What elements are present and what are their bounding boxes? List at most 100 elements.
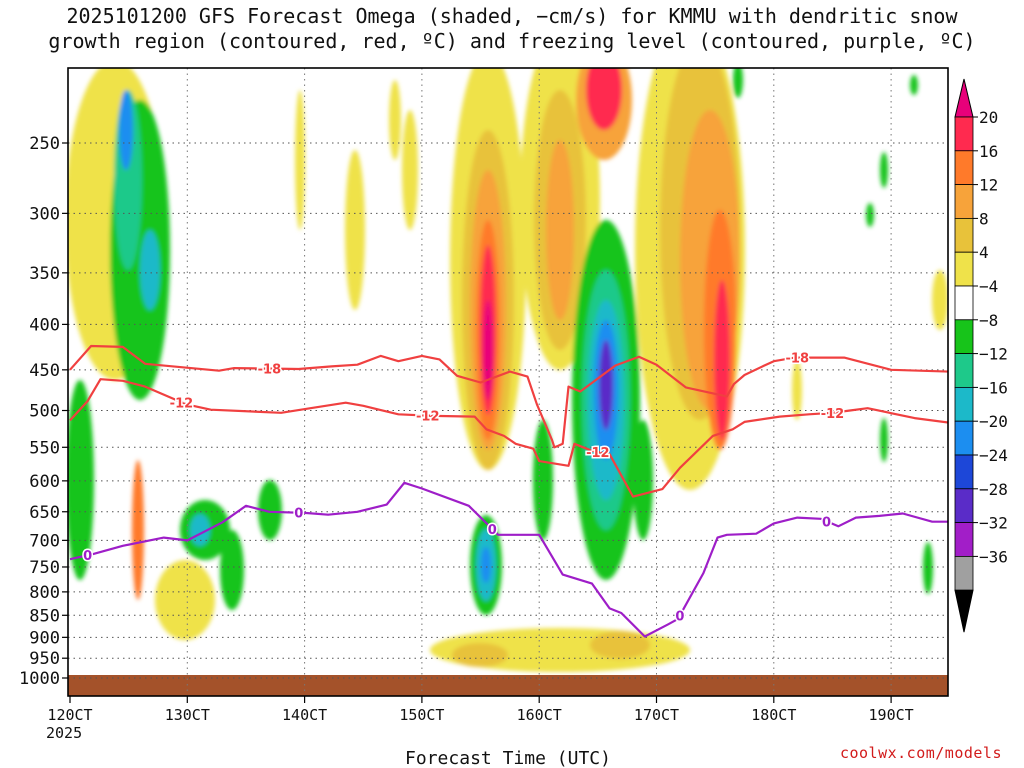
colorbar-tick-label: −8 xyxy=(979,311,998,330)
plot-frame xyxy=(67,67,949,697)
omega-blob xyxy=(68,380,94,580)
omega-blob xyxy=(880,152,888,188)
omega-blob xyxy=(345,150,365,310)
y-tick-label: 1000 xyxy=(19,669,60,689)
omega-blob xyxy=(295,90,305,230)
colorbar-tick-label: −20 xyxy=(979,412,1008,431)
omega-blob xyxy=(733,68,743,98)
omega-blob xyxy=(633,420,653,540)
omega-blob xyxy=(140,230,160,310)
omega-blob xyxy=(132,460,144,600)
omega-blob xyxy=(546,140,574,320)
contour-label: 0 xyxy=(83,549,92,564)
chart-title-line-2: growth region (contoured, red, ºC) and f… xyxy=(48,29,976,53)
contour-label: -12 xyxy=(586,446,610,461)
contour-line xyxy=(69,344,948,449)
omega-blob xyxy=(402,110,418,230)
ground-strip xyxy=(68,675,948,696)
omega-blob xyxy=(866,203,874,227)
y-tick-label: 800 xyxy=(29,583,60,603)
x-tick-label: 160CT xyxy=(517,706,562,724)
omega-blob xyxy=(389,80,401,160)
omega-blob xyxy=(590,631,650,659)
contour-label: -12 xyxy=(416,410,440,425)
y-tick-label: 250 xyxy=(29,134,60,154)
colorbar-tick-label: 8 xyxy=(979,209,989,228)
x-tick-label: 120CT xyxy=(47,706,92,724)
omega-blob xyxy=(880,418,888,462)
temperature-contours: -18 -18 -12 -12 -12 -12 0 0 0 0 0 xyxy=(69,344,948,638)
colorbar-swatch xyxy=(954,420,974,456)
x-tick-label: 190CT xyxy=(869,706,914,724)
y-tick-label: 750 xyxy=(29,558,60,578)
colorbar-bottom-triangle xyxy=(954,589,974,633)
x-tick-label: 140CT xyxy=(282,706,327,724)
y-tick-label: 550 xyxy=(29,438,60,458)
omega-blob xyxy=(155,560,215,640)
x-tick-label: 170CT xyxy=(634,706,679,724)
contour-line xyxy=(69,378,948,498)
site-credit: coolwx.com/models xyxy=(839,744,1002,762)
colorbar-tick-label: 12 xyxy=(979,176,998,195)
y-tick-label: 950 xyxy=(29,649,60,669)
omega-blob xyxy=(220,530,244,610)
colorbar-tick-label: −24 xyxy=(979,446,1008,465)
colorbar-swatch xyxy=(954,353,974,388)
colorbar-tick-label: −16 xyxy=(979,378,1008,397)
colorbar-swatch xyxy=(954,488,974,523)
chart-title: 2025101200 GFS Forecast Omega (shaded, −… xyxy=(0,4,1024,54)
colorbar-legend: 20 16 12 8 4 −4 −8 −12 −16 −20 −24 −28 −32 −36 xyxy=(954,78,1008,633)
colorbar-swatch xyxy=(954,217,974,253)
colorbar-tick-label: −12 xyxy=(979,345,1008,364)
colorbar-swatch xyxy=(954,556,974,591)
colorbar-tick-label: −28 xyxy=(979,480,1008,499)
omega-blob xyxy=(932,270,948,330)
omega-blob xyxy=(190,514,210,546)
omega-blob xyxy=(910,75,918,95)
omega-blob xyxy=(586,68,622,130)
gridlines xyxy=(68,68,948,696)
y-tick-label: 350 xyxy=(29,264,60,284)
colorbar-tick-label: −36 xyxy=(979,547,1008,566)
colorbar-swatch xyxy=(954,386,974,422)
x-tick-label: 130CT xyxy=(165,706,210,724)
colorbar-swatch xyxy=(954,251,974,287)
contour-line xyxy=(69,481,948,638)
contour-label: -18 xyxy=(258,363,282,378)
omega-blob xyxy=(533,420,553,540)
x-axis-year-label: 2025 xyxy=(46,724,82,742)
y-tick-label: 450 xyxy=(29,361,60,381)
colorbar-swatch xyxy=(954,319,974,354)
contour-label: 0 xyxy=(294,507,303,522)
contour-label: 0 xyxy=(675,609,684,624)
omega-blob xyxy=(119,90,133,170)
omega-blob xyxy=(452,643,508,667)
colorbar-swatch xyxy=(954,522,974,557)
y-tick-label: 900 xyxy=(29,628,60,648)
y-tick-label: 700 xyxy=(29,531,60,551)
contour-label: -12 xyxy=(170,396,194,411)
omega-blob xyxy=(714,280,730,440)
omega-blob xyxy=(483,300,493,400)
colorbar-swatch xyxy=(954,150,974,186)
contour-label: -12 xyxy=(821,407,845,422)
colorbar-swatch xyxy=(954,184,974,219)
contour-label: 0 xyxy=(488,523,497,538)
contour-label: 0 xyxy=(822,515,831,530)
contour-label: -18 xyxy=(786,352,810,367)
colorbar-tick-label: 16 xyxy=(979,142,998,161)
y-tick-label: 600 xyxy=(29,472,60,492)
y-tick-label: 650 xyxy=(29,503,60,523)
y-axis: 2503003504004505005506006507007508008509… xyxy=(19,134,68,689)
x-axis: 120CT 130CT 140CT 150CT 160CT 170CT 180CT 190CT xyxy=(47,696,914,724)
omega-blob xyxy=(923,542,933,594)
omega-blob xyxy=(792,360,802,420)
x-axis-title: Forecast Time (UTC) xyxy=(405,748,611,768)
colorbar-tick-label: −32 xyxy=(979,514,1008,533)
x-tick-label: 180CT xyxy=(751,706,796,724)
omega-blob xyxy=(481,547,491,583)
y-tick-label: 400 xyxy=(29,315,60,335)
colorbar-swatch xyxy=(954,285,974,321)
x-tick-label: 150CT xyxy=(399,706,444,724)
